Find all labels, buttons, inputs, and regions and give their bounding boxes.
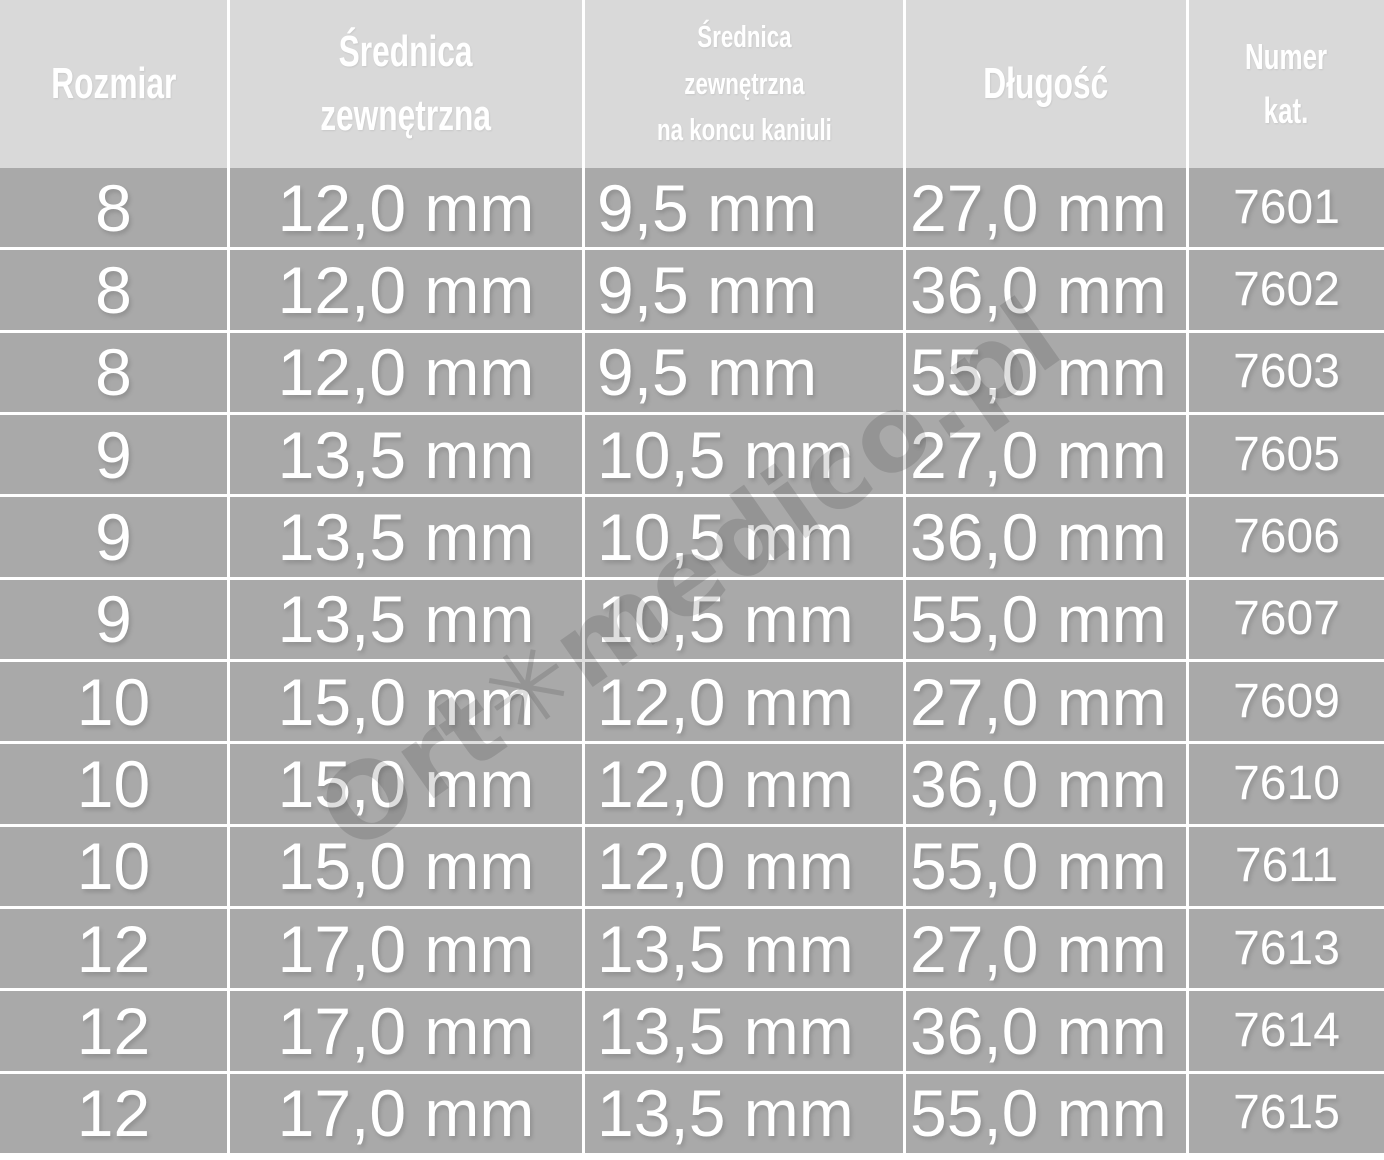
cell-row12-col3: 13,5 mm [585, 1073, 903, 1153]
cell-row2-col3: 9,5 mm [585, 250, 903, 330]
cell-row11-col3: 13,5 mm [585, 991, 903, 1071]
cell-row12-col5: 7615 [1189, 1073, 1384, 1153]
header-label: Średnica zewnętrzna na koncu kaniuli [656, 19, 832, 148]
header-label: Długość [983, 59, 1109, 109]
table-body: 8 12,0 mm 9,5 mm 27,0 mm 7601 8 12,0 mm 9,5 mm 3… [0, 168, 1384, 1153]
cell-row9-col5: 7611 [1189, 826, 1384, 906]
cell-row4-col5: 7605 [1189, 415, 1384, 495]
cell-row4-col2: 13,5 mm [230, 415, 582, 495]
header-cell-srednica-zewnetrzna: Średnica zewnętrzna [230, 0, 582, 168]
cell-row8-col3: 12,0 mm [585, 744, 903, 824]
cell-row7-col4: 27,0 mm [906, 662, 1186, 742]
header-label: Numer kat. [1245, 36, 1328, 131]
cell-row3-col3: 9,5 mm [585, 332, 903, 412]
cell-row2-col5: 7602 [1189, 250, 1384, 330]
cell-row10-col2: 17,0 mm [230, 909, 582, 989]
cell-row10-col5: 7613 [1189, 909, 1384, 989]
cell-row7-col2: 15,0 mm [230, 662, 582, 742]
cell-row5-col4: 36,0 mm [906, 497, 1186, 577]
cell-row9-col2: 15,0 mm [230, 826, 582, 906]
cell-row4-col4: 27,0 mm [906, 415, 1186, 495]
cell-row5-col5: 7606 [1189, 497, 1384, 577]
cell-row7-col3: 12,0 mm [585, 662, 903, 742]
cell-row9-col1: 10 [0, 826, 227, 906]
cell-row6-col2: 13,5 mm [230, 579, 582, 659]
cell-row2-col1: 8 [0, 250, 227, 330]
cell-row11-col2: 17,0 mm [230, 991, 582, 1071]
cell-row10-col4: 27,0 mm [906, 909, 1186, 989]
cell-row10-col3: 13,5 mm [585, 909, 903, 989]
cell-row12-col1: 12 [0, 1073, 227, 1153]
cell-row6-col3: 10,5 mm [585, 579, 903, 659]
header-cell-rozmiar: Rozmiar [0, 0, 227, 168]
cell-row7-col5: 7609 [1189, 662, 1384, 742]
cell-row6-col5: 7607 [1189, 579, 1384, 659]
cell-row9-col3: 12,0 mm [585, 826, 903, 906]
cell-row9-col4: 55,0 mm [906, 826, 1186, 906]
cell-row5-col1: 9 [0, 497, 227, 577]
cell-row3-col4: 55,0 mm [906, 332, 1186, 412]
cell-row5-col3: 10,5 mm [585, 497, 903, 577]
cell-row10-col1: 12 [0, 909, 227, 989]
cell-row8-col1: 10 [0, 744, 227, 824]
header-cell-srednica-na-koncu-kaniuli: Średnica zewnętrzna na koncu kaniuli [585, 0, 903, 168]
cell-row2-col2: 12,0 mm [230, 250, 582, 330]
cell-row1-col5: 7601 [1189, 168, 1384, 248]
cell-row11-col1: 12 [0, 991, 227, 1071]
header-label: Rozmiar [51, 59, 176, 109]
cell-row6-col1: 9 [0, 579, 227, 659]
cell-row3-col1: 8 [0, 332, 227, 412]
cell-row1-col2: 12,0 mm [230, 168, 582, 248]
cell-row12-col2: 17,0 mm [230, 1073, 582, 1153]
cell-row3-col2: 12,0 mm [230, 332, 582, 412]
cell-row8-col2: 15,0 mm [230, 744, 582, 824]
cell-row4-col3: 10,5 mm [585, 415, 903, 495]
table-header-row: Rozmiar Średnica zewnętrzna Średnica zew… [0, 0, 1384, 168]
cell-row2-col4: 36,0 mm [906, 250, 1186, 330]
cell-row6-col4: 55,0 mm [906, 579, 1186, 659]
header-label: Średnica zewnętrzna [320, 27, 492, 140]
cell-row12-col4: 55,0 mm [906, 1073, 1186, 1153]
header-cell-numer-kat: Numer kat. [1189, 0, 1384, 168]
header-cell-dlugosc: Długość [906, 0, 1186, 168]
cell-row11-col4: 36,0 mm [906, 991, 1186, 1071]
cell-row7-col1: 10 [0, 662, 227, 742]
cell-row8-col5: 7610 [1189, 744, 1384, 824]
cell-row4-col1: 9 [0, 415, 227, 495]
cell-row11-col5: 7614 [1189, 991, 1384, 1071]
cell-row1-col4: 27,0 mm [906, 168, 1186, 248]
cell-row3-col5: 7603 [1189, 332, 1384, 412]
cell-row8-col4: 36,0 mm [906, 744, 1186, 824]
cell-row1-col1: 8 [0, 168, 227, 248]
cell-row1-col3: 9,5 mm [585, 168, 903, 248]
cell-row5-col2: 13,5 mm [230, 497, 582, 577]
